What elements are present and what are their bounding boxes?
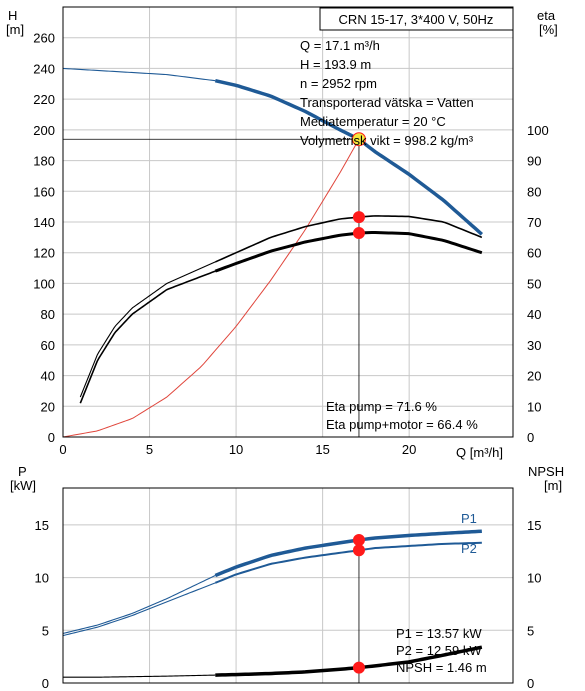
bottom-left-tick-label: 0 [42, 676, 49, 691]
duty-info-density: Volymetrisk vikt = 998.2 kg/m³ [300, 133, 474, 148]
bottom-right-axis-title-line2: [m] [544, 478, 562, 493]
top-x-tick-label: 20 [402, 442, 416, 457]
top-right-tick-label: 70 [527, 215, 541, 230]
top-left-tick-label: 120 [33, 246, 55, 261]
bottom-right-tick-label: 5 [527, 623, 534, 638]
top-right-tick-label: 10 [527, 399, 541, 414]
bottom-tick-labels: 0 5 10 15 0 5 10 15 [35, 518, 542, 691]
top-left-tick-label: 200 [33, 123, 55, 138]
head-efficiency-chart: 0 5 10 15 2002040608010012014016018020022024… [6, 6, 558, 460]
p2-readout: P2 = 12.59 kW [396, 643, 482, 658]
top-right-axis-title-line2: [%] [539, 22, 558, 37]
head-curve [214, 79, 484, 236]
top-left-tick-label: 40 [41, 369, 55, 384]
top-left-tick-label: 220 [33, 92, 55, 107]
top-x-tick-label: 15 [315, 442, 329, 457]
bottom-left-tick-label: 5 [42, 623, 49, 638]
bottom-curves [62, 529, 483, 683]
pump-model-title: CRN 15-17, 3*400 V, 50Hz [339, 12, 494, 27]
NPSH-curve [215, 645, 483, 677]
duty-point-marker [351, 132, 366, 147]
top-tick-labels: 0 5 10 15 2002040608010012014016018020022024… [33, 31, 548, 457]
top-right-tick-label: 100 [527, 123, 549, 138]
top-right-tick-label: 90 [527, 154, 541, 169]
top-right-tick-label: 0 [527, 430, 534, 445]
bottom-left-axis-title-line2: [kW] [10, 478, 36, 493]
eta_pump-curve [214, 215, 483, 263]
eta_pump_motor-curve [214, 230, 483, 273]
bottom-left-tick-label: 15 [35, 518, 49, 533]
duty-info-temperature: Mediatemperatur = 20 °C [300, 114, 446, 129]
eta-pump-readout: Eta pump = 71.6 % [326, 399, 437, 414]
bottom-right-tick-label: 10 [527, 571, 541, 586]
top-right-tick-label: 40 [527, 307, 541, 322]
eta_pump-curve-low-flow [79, 261, 216, 398]
head-curve-low-flow [62, 67, 216, 82]
top-x-tick-label: 10 [229, 442, 243, 457]
P1-curve-low-flow [62, 574, 216, 634]
P2-curve [214, 541, 482, 584]
eta-pump-motor-readout: Eta pump+motor = 66.4 % [326, 417, 478, 432]
eta_pump_motor-curve-low-flow [79, 270, 216, 404]
top-left-axis-title-line1: H [8, 8, 17, 23]
top-x-tick-label: 5 [146, 442, 153, 457]
top-left-tick-label: 180 [33, 154, 55, 169]
bottom-right-axis-title-line1: NPSH [528, 464, 564, 479]
p1-series-label: P1 [461, 511, 477, 526]
duty-info-speed: n = 2952 rpm [300, 76, 377, 91]
bottom-right-tick-label: 15 [527, 518, 541, 533]
top-grid [62, 7, 513, 438]
top-x-tick-label: 0 [59, 442, 66, 457]
top-left-tick-label: 60 [41, 338, 55, 353]
top-right-tick-label: 20 [527, 369, 541, 384]
power-npsh-chart: 0 5 10 15 0 5 10 15 P [kW] NPSH [m] P1 P2 P1 = … [10, 464, 564, 691]
eta-pump-motor-marker [352, 227, 365, 240]
top-plot-frame [62, 6, 514, 438]
eta-pump-marker [352, 211, 365, 224]
duty-info-flow: Q = 17.1 m³/h [300, 38, 380, 53]
top-left-axis-title-line2: [m] [6, 22, 24, 37]
bottom-right-tick-label: 0 [527, 676, 534, 691]
top-left-tick-label: 80 [41, 307, 55, 322]
top-right-tick-label: 30 [527, 338, 541, 353]
duty-info-head: H = 193.9 m [300, 57, 371, 72]
bottom-left-tick-label: 10 [35, 571, 49, 586]
top-right-tick-label: 60 [527, 246, 541, 261]
pump-title-box [319, 7, 514, 31]
top-left-tick-label: 160 [33, 184, 55, 199]
top-curves [62, 67, 484, 438]
p1-readout: P1 = 13.57 kW [396, 626, 482, 641]
P1-curve [214, 529, 482, 578]
top-left-tick-label: 140 [33, 215, 55, 230]
top-left-tick-label: 20 [41, 399, 55, 414]
top-left-tick-label: 260 [33, 31, 55, 46]
top-x-axis-title: Q [m³/h] [456, 445, 503, 460]
bottom-left-axis-title-line1: P [18, 464, 27, 479]
NPSH-curve-low-flow [63, 674, 216, 678]
top-left-tick-label: 0 [48, 430, 55, 445]
bottom-plot-frame [62, 487, 514, 684]
top-right-tick-label: 80 [527, 184, 541, 199]
npsh-readout: NPSH = 1.46 m [396, 660, 487, 675]
p2-marker [352, 544, 365, 557]
p2-series-label: P2 [461, 541, 477, 556]
npsh-marker [352, 661, 365, 674]
top-left-tick-label: 240 [33, 61, 55, 76]
top-left-tick-label: 100 [33, 276, 55, 291]
bottom-plot-background [63, 488, 513, 683]
P2-curve-low-flow [62, 582, 216, 637]
duty-info-liquid: Transporterad vätska = Vatten [300, 95, 474, 110]
top-right-tick-label: 50 [527, 276, 541, 291]
top-right-axis-title-line1: eta [537, 8, 556, 23]
system-curve [62, 138, 360, 438]
p1-marker [352, 533, 365, 546]
